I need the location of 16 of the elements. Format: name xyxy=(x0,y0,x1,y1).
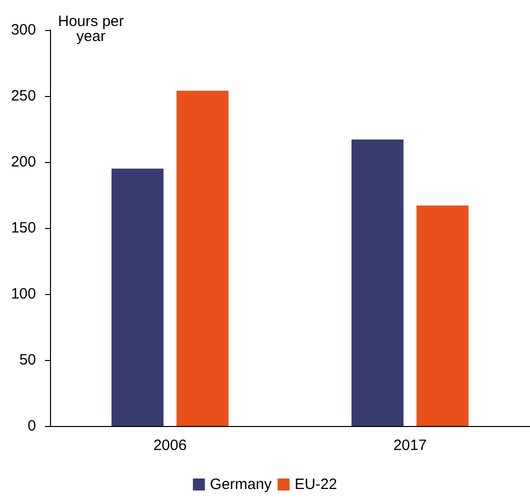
y-axis-title: Hours per year xyxy=(58,13,124,45)
x-tick-label: 2006 xyxy=(153,437,187,454)
x-tick-label: 2017 xyxy=(393,437,427,454)
y-tick-label: 100 xyxy=(10,286,36,302)
y-tick-label: 200 xyxy=(10,154,36,170)
bar xyxy=(112,168,164,426)
bar xyxy=(352,140,404,426)
y-tick-label: 0 xyxy=(28,418,36,434)
y-tick-label: 50 xyxy=(19,352,36,368)
y-tick-label: 300 xyxy=(10,22,36,38)
y-tick-label: 250 xyxy=(10,88,36,104)
legend-label: Germany xyxy=(210,476,272,493)
legend-label: EU-22 xyxy=(294,476,338,493)
bar xyxy=(416,206,468,426)
y-tick-label: 150 xyxy=(10,220,36,236)
bar xyxy=(176,90,228,426)
